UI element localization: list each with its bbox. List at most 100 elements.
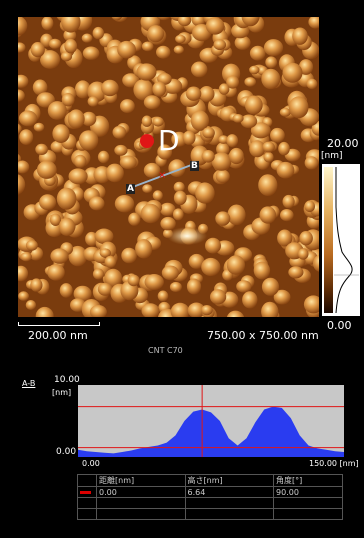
- table-header-distance: 距離[nm]: [96, 474, 186, 487]
- surface-grain: [160, 216, 176, 231]
- surface-grain: [210, 289, 227, 305]
- surface-grain: [201, 305, 213, 316]
- surface-grain: [261, 301, 279, 317]
- surface-grain: [97, 150, 110, 164]
- surface-grain: [121, 247, 137, 264]
- surface-grain: [229, 147, 244, 165]
- surface-grain: [18, 17, 28, 36]
- surface-grain: [157, 144, 173, 160]
- profile-y-unit: [nm]: [52, 388, 72, 397]
- surface-grain: [152, 116, 164, 127]
- table-header-cell: [77, 474, 97, 487]
- sample-title: CNT C70: [148, 346, 183, 355]
- surface-grain: [30, 278, 43, 292]
- surface-grain: [161, 265, 179, 281]
- surface-grain: [143, 95, 161, 110]
- surface-grain: [18, 74, 29, 88]
- surface-grain: [20, 252, 32, 262]
- scan-size-label: 750.00 x 750.00 nm: [207, 329, 319, 342]
- point-b-label[interactable]: B: [190, 161, 199, 171]
- table-row[interactable]: [77, 497, 343, 509]
- surface-grain: [240, 114, 258, 129]
- table-cell: [96, 508, 186, 520]
- surface-grain: [52, 124, 70, 143]
- surface-grain: [288, 96, 309, 119]
- surface-grain: [175, 34, 186, 44]
- surface-grain: [253, 261, 271, 280]
- surface-grain: [292, 27, 308, 45]
- surface-grain: [188, 253, 205, 269]
- surface-grain: [278, 141, 290, 156]
- surface-grain: [182, 130, 196, 145]
- table-row[interactable]: [77, 508, 343, 520]
- surface-grain: [19, 129, 34, 145]
- surface-grain: [170, 302, 190, 317]
- surface-grain: [187, 302, 206, 317]
- table-row[interactable]: 0.00 6.64 90.00: [77, 486, 343, 498]
- surface-grain: [114, 144, 128, 156]
- surface-grain: [36, 160, 57, 179]
- surface-grain: [142, 184, 153, 194]
- surface-grain: [18, 291, 29, 301]
- surface-grain: [299, 231, 313, 246]
- surface-grain: [201, 257, 221, 277]
- surface-grain: [33, 122, 45, 132]
- surface-grain: [141, 115, 153, 127]
- surface-grain: [114, 195, 135, 213]
- color-scale-min: 0.00: [327, 319, 352, 332]
- surface-grain: [186, 278, 202, 295]
- surface-grain: [191, 17, 206, 27]
- surface-grain: [18, 265, 29, 282]
- surface-grain: [242, 291, 258, 309]
- surface-grain: [144, 274, 164, 290]
- surface-grain: [18, 160, 30, 174]
- surface-grain: [87, 96, 99, 107]
- surface-grain: [32, 79, 48, 96]
- surface-grain: [133, 79, 154, 101]
- surface-grain: [104, 255, 117, 268]
- surface-grain: [18, 123, 22, 134]
- surface-grain: [202, 127, 215, 139]
- point-a-label[interactable]: A: [126, 184, 135, 194]
- surface-grain: [297, 248, 309, 260]
- surface-grain: [73, 285, 92, 302]
- profile-area-series: [78, 406, 344, 457]
- surface-grain: [263, 39, 284, 57]
- surface-grain: [35, 143, 48, 155]
- surface-grain: [59, 283, 73, 298]
- surface-grain: [191, 61, 208, 78]
- surface-grain: [265, 56, 278, 69]
- surface-grain: [303, 295, 319, 314]
- surface-grain: [81, 33, 93, 43]
- surface-grain: [47, 264, 65, 281]
- scale-bar: [18, 322, 100, 326]
- surface-grain: [178, 17, 192, 27]
- profile-y-max: 10.00: [54, 375, 80, 385]
- surface-grain: [288, 266, 304, 279]
- surface-grain: [263, 152, 274, 163]
- profile-chart: [78, 385, 344, 457]
- color-scale-unit: [nm]: [321, 151, 343, 161]
- surface-grain: [128, 212, 141, 226]
- surface-grain: [97, 282, 113, 296]
- color-gradient-bar: [324, 167, 333, 313]
- surface-grain: [112, 125, 127, 139]
- surface-grain: [61, 17, 81, 33]
- surface-grain: [241, 17, 260, 27]
- profile-plot[interactable]: [78, 385, 344, 457]
- surface-grain: [94, 228, 114, 244]
- surface-grain: [226, 255, 245, 275]
- surface-grain: [205, 17, 225, 35]
- surface-grain: [92, 26, 105, 40]
- surface-grain: [111, 17, 123, 21]
- color-scale-max: 20.00: [327, 137, 359, 150]
- surface-grain: [250, 122, 271, 139]
- surface-grain: [135, 239, 153, 259]
- profile-x-max: 150.00 [nm]: [309, 459, 359, 468]
- surface-grain: [152, 190, 163, 201]
- surface-grain: [173, 45, 184, 54]
- surface-grain: [141, 41, 154, 52]
- surface-grain: [35, 306, 54, 317]
- surface-grain: [36, 92, 55, 108]
- surface-grain: [49, 213, 62, 226]
